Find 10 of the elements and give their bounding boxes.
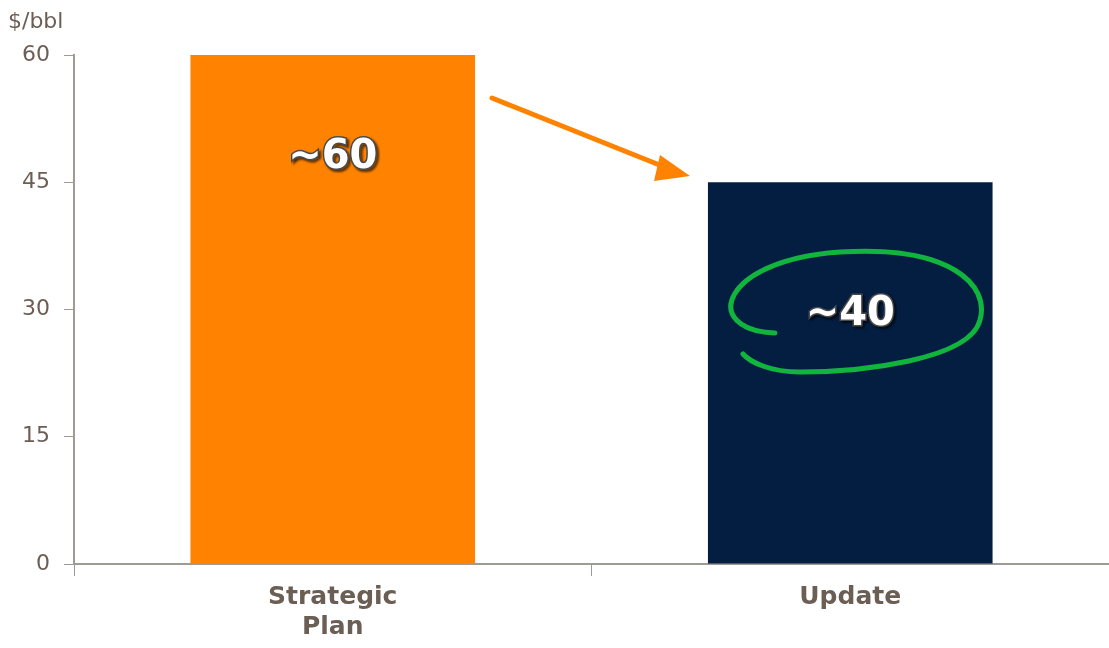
y-axis-title: $/bbl <box>8 7 64 33</box>
y-tick-label: 45 <box>22 167 50 193</box>
annotation: ~40 <box>805 287 895 334</box>
data-label: ~60 <box>288 131 378 178</box>
y-tick-label: 30 <box>22 295 50 321</box>
y-tick-label: 15 <box>22 422 50 448</box>
x-tick-label: Update <box>799 580 902 610</box>
y-tick-label: 60 <box>22 40 50 66</box>
y-tick-label: 0 <box>36 549 50 575</box>
x-tick-label: Strategic Plan <box>268 580 398 640</box>
